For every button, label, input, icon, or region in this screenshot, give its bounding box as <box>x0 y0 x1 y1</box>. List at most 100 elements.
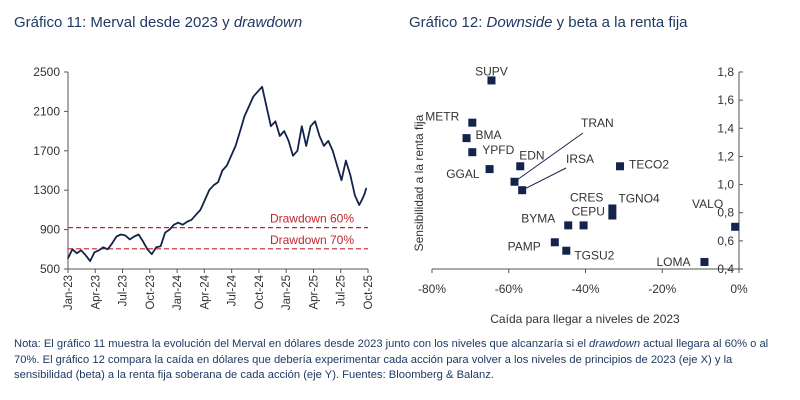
merval-point <box>336 164 338 167</box>
chart2-y-tick-label: 0,6 <box>717 234 734 248</box>
point-pamp <box>550 238 559 247</box>
label-ypfd: YPFD <box>482 143 514 157</box>
label-pamp: PAMP <box>508 239 541 253</box>
merval-point <box>71 248 74 250</box>
merval-point <box>146 248 149 250</box>
merval-point <box>137 233 140 236</box>
merval-point <box>124 234 126 237</box>
point-cres <box>608 204 617 213</box>
merval-point <box>235 145 237 147</box>
merval-point <box>151 253 153 255</box>
chart1-y-tick-label: 2100 <box>33 104 60 118</box>
chart2-x-tick-label: -20% <box>648 282 676 296</box>
merval-point <box>155 246 157 248</box>
merval-point <box>265 105 268 108</box>
merval-point <box>186 221 188 223</box>
label-irsa: IRSA <box>566 152 594 166</box>
merval-point <box>182 224 184 226</box>
point-byma <box>564 221 573 230</box>
merval-point <box>349 174 351 177</box>
label-tgsu2: TGSU2 <box>574 249 614 263</box>
merval-point <box>354 194 356 196</box>
merval-point <box>361 199 363 201</box>
point-tran <box>510 177 519 186</box>
chart2-x-tick-label: -40% <box>571 282 599 296</box>
chart2-x-tick-label: -60% <box>495 282 523 296</box>
merval-point <box>365 187 367 189</box>
merval-point <box>85 254 87 256</box>
leader-line <box>514 132 584 183</box>
label-ggal: GGAL <box>446 167 480 181</box>
merval-point <box>310 125 312 127</box>
merval-point <box>164 231 166 234</box>
merval-point <box>190 219 193 221</box>
merval-point <box>345 160 347 162</box>
point-edn <box>516 162 525 171</box>
label-edn: EDN <box>519 148 544 162</box>
merval-line <box>67 85 368 263</box>
chart2-y-tick-label: 0,4 <box>717 262 734 276</box>
merval-point <box>221 169 224 172</box>
chart2-x-tick-label: 0% <box>730 282 748 296</box>
chart1-x-tick-label: Oct-23 <box>145 275 157 310</box>
merval-point <box>261 86 263 88</box>
point-supv <box>487 76 496 85</box>
label-tgno4: TGNO4 <box>618 192 660 206</box>
point-loma <box>700 257 709 266</box>
merval-point <box>93 251 96 253</box>
point-irsa <box>518 186 527 195</box>
point-bma <box>462 134 471 143</box>
chart1-x-tick-label: Apr-24 <box>199 274 211 309</box>
merval-point <box>239 130 241 132</box>
merval-point <box>283 130 285 132</box>
merval-point <box>142 240 144 243</box>
chart2-y-tick-label: 1,2 <box>717 149 734 163</box>
merval-point <box>296 150 299 152</box>
merval-point <box>274 120 276 122</box>
merval-point <box>323 145 325 147</box>
point-ggal <box>485 165 494 174</box>
merval-point <box>133 235 135 238</box>
chart1-x-tick-label: Apr-25 <box>308 275 320 310</box>
merval-point <box>115 235 118 238</box>
point-tgno4 <box>608 211 617 220</box>
label-loma: LOMA <box>656 255 690 269</box>
chart2-y-tick-label: 0,8 <box>717 206 734 220</box>
chart2-x-axis-label: Caída para llegar a niveles de 2023 <box>490 312 680 326</box>
label-cres: CRES <box>570 190 603 204</box>
merval-point <box>107 248 109 250</box>
leader-line <box>521 167 567 191</box>
merval-point <box>199 209 201 211</box>
chart2-y-tick-label: 1,4 <box>717 121 734 135</box>
merval-point <box>305 145 307 147</box>
merval-point <box>177 222 179 224</box>
label-cepu: CEPU <box>572 204 605 218</box>
point-cepu <box>579 221 588 230</box>
merval-point <box>195 214 197 216</box>
merval-point <box>89 260 91 262</box>
merval-point <box>257 91 259 93</box>
merval-point <box>111 242 113 244</box>
merval-point <box>102 246 104 248</box>
chart1-x-tick-label: Oct-25 <box>363 275 375 310</box>
merval-point <box>287 140 290 142</box>
chart1-x-tick-label: Jan-25 <box>281 275 293 310</box>
drawdown-70-label: Drawdown 70% <box>270 233 354 247</box>
chart2-x-tick-label: -80% <box>418 282 446 296</box>
chart1-y-tick-label: 1700 <box>33 144 60 158</box>
merval-point <box>76 252 78 254</box>
label-metr: METR <box>425 110 459 124</box>
merval-point <box>67 257 69 259</box>
chart1-x-tick-label: Oct-24 <box>254 274 266 309</box>
chart1-x-tick-label: Jan-24 <box>172 274 184 310</box>
merval-point <box>217 181 219 183</box>
merval-point <box>279 135 281 137</box>
label-teco2: TECO2 <box>629 157 669 171</box>
point-ypfd <box>468 148 477 157</box>
chart2-y-tick-label: 1,8 <box>717 65 734 79</box>
chart1-title: Gráfico 11: Merval desde 2023 y drawdown <box>14 14 303 31</box>
merval-point <box>252 96 254 98</box>
drawdown-60-label: Drawdown 60% <box>270 212 354 226</box>
merval-point <box>168 229 171 231</box>
